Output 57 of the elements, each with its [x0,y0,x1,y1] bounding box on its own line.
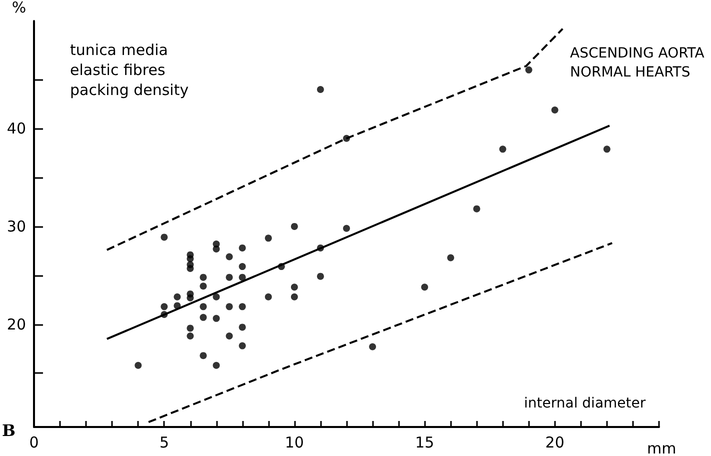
x-tick-label: 20 [545,434,564,452]
point [186,265,194,272]
point [226,332,233,340]
annotation: tunica media elastic fibres packing density [70,41,189,99]
point [421,284,428,291]
point [200,274,207,281]
point [200,314,207,321]
point [264,293,272,300]
point [316,86,324,93]
point [200,352,207,360]
point [238,274,246,281]
x-tick-label: 0 [29,434,39,452]
x-axis-title: mm [647,440,676,456]
point [226,253,233,260]
point [186,324,194,332]
point [499,146,506,153]
point [160,303,168,310]
annotation: internal diameter [524,396,646,412]
x-tick-label: 15 [415,434,434,452]
point [134,362,142,369]
point [316,272,324,280]
point [174,293,181,300]
point [226,303,233,310]
point [473,205,480,212]
point [238,263,246,270]
point [343,224,350,232]
y-axis-title: % [12,0,26,16]
point [226,274,233,281]
point [525,66,532,74]
point [290,293,298,300]
point [603,146,610,153]
point [200,303,207,310]
y-tick-label: 30 [6,217,26,236]
point [186,294,194,302]
point [264,234,272,242]
y-tick-label: 20 [6,315,26,334]
point [212,362,220,369]
point [551,106,558,114]
point [369,343,376,350]
point [447,254,454,262]
text: B [2,421,16,440]
point [212,245,220,252]
y-tick-label: 40 [6,120,26,138]
point [238,324,246,331]
point [290,284,298,291]
x-tick-label: 10 [284,434,304,452]
point [238,303,246,310]
point [238,244,246,252]
point [212,314,220,322]
point [160,234,168,241]
point [212,293,220,300]
point [186,332,194,340]
x-tick-label: 5 [159,434,169,452]
point [290,222,298,230]
point [200,282,207,290]
point [238,342,246,350]
annotation: ASCENDING AORTA NORMAL HEARTS [570,46,705,80]
